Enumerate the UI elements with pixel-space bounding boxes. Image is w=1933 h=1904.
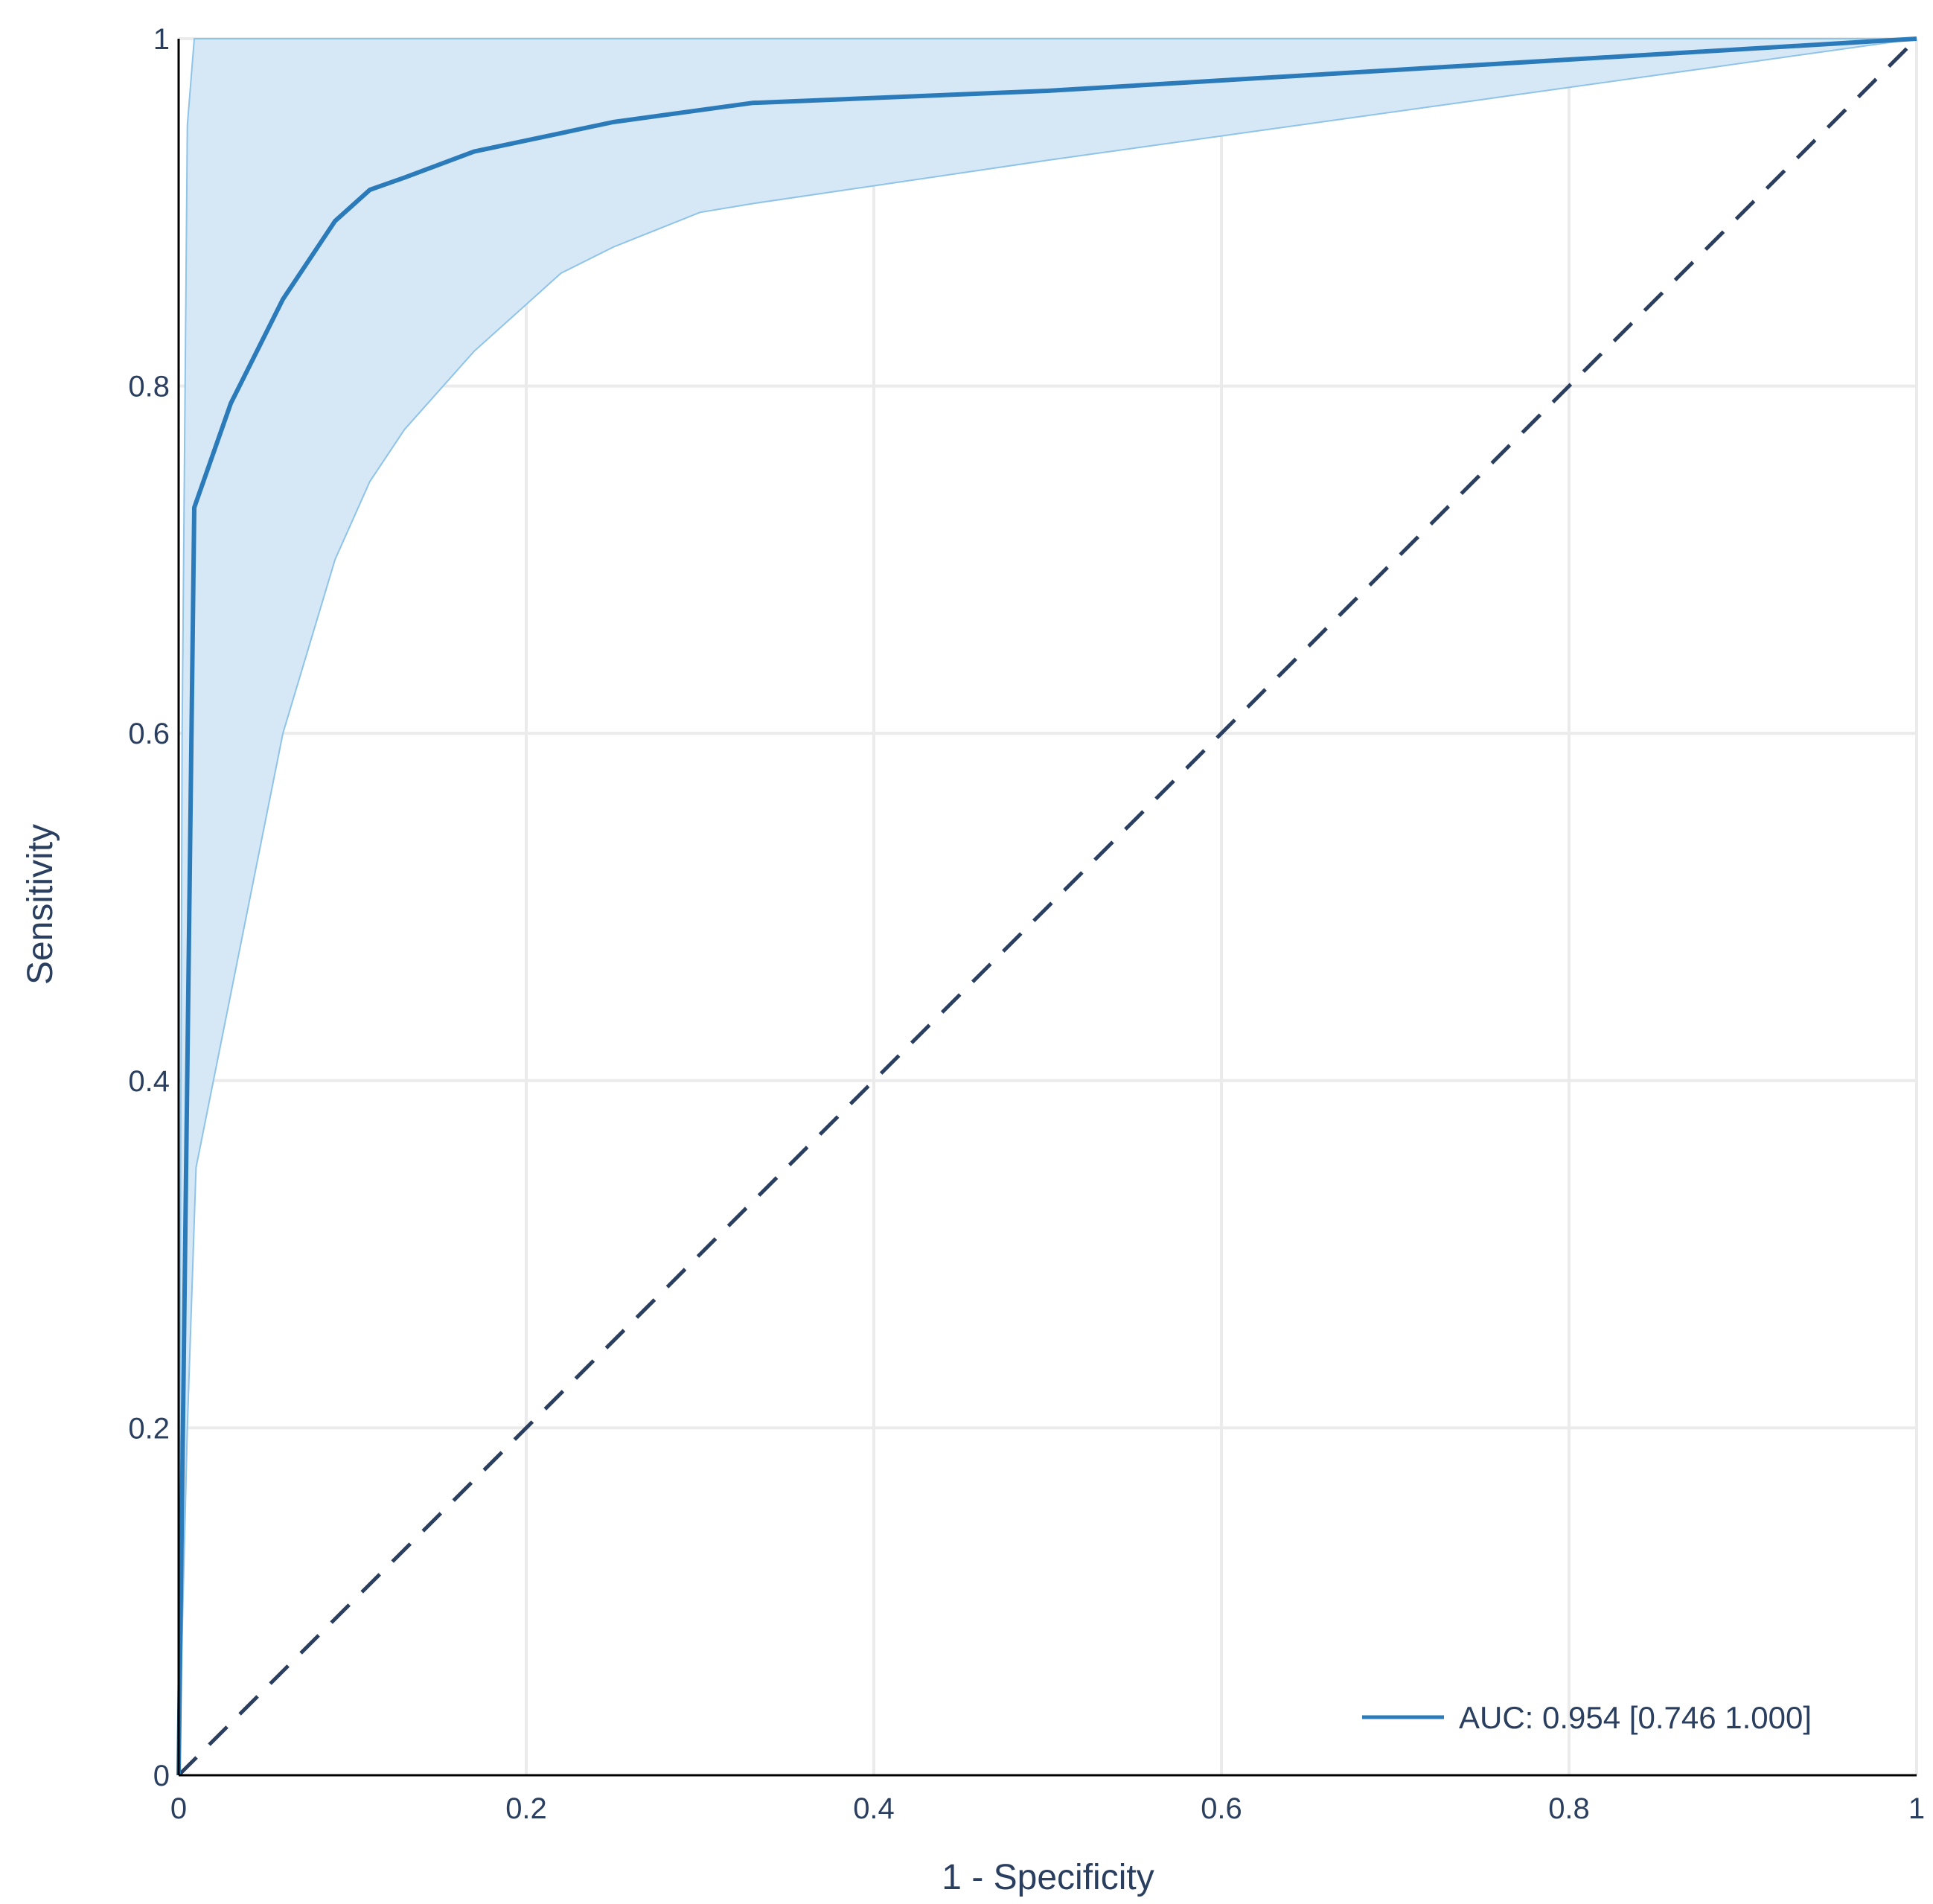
roc-series — [176, 36, 1917, 1776]
x-tick-label: 0.2 — [505, 1792, 547, 1825]
y-tick-label: 0 — [153, 1760, 170, 1792]
y-axis-title: Sensitivity — [21, 824, 60, 985]
x-axis-title: 1 - Specificity — [942, 1858, 1154, 1897]
x-tick-labels: 0 0.2 0.4 0.6 0.8 1 — [170, 1792, 1925, 1825]
x-tick-label: 1 — [1908, 1792, 1925, 1825]
y-tick-label: 1 — [153, 23, 170, 56]
x-tick-label: 0.6 — [1201, 1792, 1242, 1825]
legend-label: AUC: 0.954 [0.746 1.000] — [1459, 1700, 1812, 1735]
axes — [177, 39, 1917, 1777]
roc-curve — [176, 36, 1917, 1776]
confidence-band-lower — [178, 38, 1917, 1776]
x-tick-label: 0.8 — [1548, 1792, 1590, 1825]
y-tick-labels: 0 0.2 0.4 0.6 0.8 1 — [128, 23, 170, 1792]
confidence-band-upper — [178, 38, 1917, 1776]
reference-line — [177, 37, 1918, 1777]
y-tick-label: 0.8 — [128, 371, 170, 403]
legend[interactable]: AUC: 0.954 [0.746 1.000] — [1362, 1700, 1812, 1735]
y-tick-label: 0.2 — [128, 1412, 170, 1445]
confidence-band-area — [179, 39, 1917, 1775]
x-tick-label: 0.4 — [853, 1792, 895, 1825]
x-tick-label: 0 — [170, 1792, 187, 1825]
y-tick-label: 0.6 — [128, 718, 170, 750]
reference-diagonal — [177, 37, 1918, 1777]
y-tick-label: 0.4 — [128, 1065, 170, 1098]
confidence-band — [178, 38, 1917, 1776]
